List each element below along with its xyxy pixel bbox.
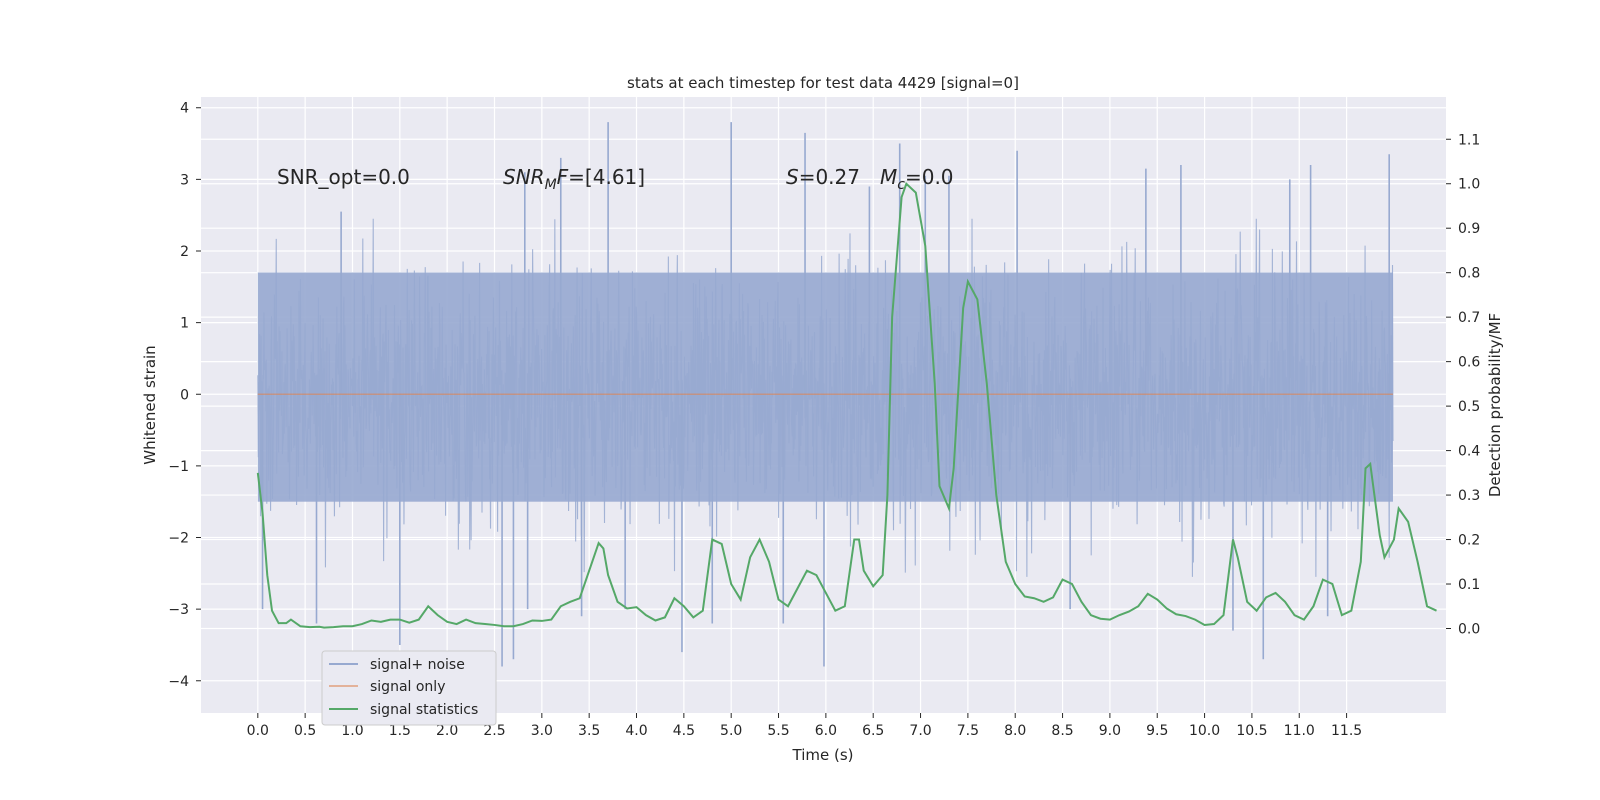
- x-tick-label: 2.0: [436, 723, 458, 739]
- x-tick-label: 9.5: [1146, 723, 1168, 739]
- x-tick-label: 0.0: [247, 723, 269, 739]
- x-tick-label: 5.5: [767, 723, 789, 739]
- x-tick-label: 10.0: [1189, 723, 1220, 739]
- y2-tick-label: 0.1: [1458, 577, 1480, 593]
- y-tick-label: 3: [180, 172, 189, 188]
- x-tick-label: 8.5: [1051, 723, 1073, 739]
- annotation-mc: Mc=0.0: [880, 165, 954, 193]
- x-tick-label: 0.5: [294, 723, 316, 739]
- x-tick-label: 4.5: [673, 723, 695, 739]
- y2-tick-label: 0.5: [1458, 399, 1480, 415]
- annotation-snr-mf-symbol: SNR: [503, 165, 545, 189]
- y-tick-label: 2: [180, 244, 189, 260]
- y2-tick-label: 0.0: [1458, 621, 1480, 637]
- annotation-snr-mf-f: F: [557, 165, 569, 189]
- annotation-mc-symbol: M: [880, 165, 897, 189]
- chart-title: stats at each timestep for test data 442…: [627, 74, 1019, 92]
- legend-label-signal-noise: signal+ noise: [370, 657, 465, 673]
- y-tick-label: 4: [180, 101, 189, 117]
- y2-tick-label: 0.4: [1458, 444, 1480, 460]
- annotation-mc-value: =0.0: [905, 165, 954, 189]
- y2-tick-label: 0.3: [1458, 488, 1480, 504]
- y2-tick-label: 1.1: [1458, 132, 1480, 148]
- x-tick-label: 7.5: [957, 723, 979, 739]
- y2-tick-label: 0.7: [1458, 310, 1480, 326]
- x-tick-label: 11.5: [1331, 723, 1362, 739]
- annotation-snr-mf-subscript: M: [545, 177, 557, 193]
- y-tick-label: −2: [168, 531, 189, 547]
- x-tick-label: 3.5: [578, 723, 600, 739]
- x-tick-label: 11.0: [1284, 723, 1315, 739]
- y2-tick-label: 0.9: [1458, 221, 1480, 237]
- x-tick-label: 6.5: [862, 723, 884, 739]
- y2-axis-label: Detection probability/MF: [1486, 313, 1504, 497]
- x-tick-label: 2.5: [483, 723, 505, 739]
- legend: signal+ noise signal only signal statist…: [321, 650, 497, 726]
- x-tick-label: 3.0: [531, 723, 553, 739]
- y-tick-label: 1: [180, 316, 189, 332]
- x-tick-label: 8.0: [1004, 723, 1026, 739]
- x-tick-label: 6.0: [815, 723, 837, 739]
- y2-tick-label: 0.2: [1458, 533, 1480, 549]
- data-layer: [256, 122, 1437, 667]
- y2-tick-label: 0.8: [1458, 266, 1480, 282]
- annotation-s: S=0.27: [786, 165, 860, 189]
- y2-tick-label: 1.0: [1458, 177, 1480, 193]
- annotation-s-symbol: S: [786, 165, 799, 189]
- legend-box: [321, 650, 497, 726]
- x-tick-label: 1.0: [341, 723, 363, 739]
- y2-tick-label: 0.6: [1458, 355, 1480, 371]
- x-tick-label: 1.5: [389, 723, 411, 739]
- series-signal-statistics: [256, 181, 1437, 629]
- tick-layer: 0.0 0.5 1.0 1.5 2.0 2.5 3.0 3.5 4.0 4.5 5.0 5.5 6.0 6…: [168, 101, 1480, 739]
- series-signal-noise-band: [257, 272, 1393, 502]
- annotation-mc-subscript: c: [897, 177, 905, 193]
- legend-label-signal-only: signal only: [370, 679, 445, 695]
- x-tick-label: 9.0: [1099, 723, 1121, 739]
- annotation-snr-mf-value: =[4.61]: [568, 165, 645, 189]
- x-tick-label: 4.0: [625, 723, 647, 739]
- annotation-s-value: =0.27: [799, 165, 860, 189]
- x-tick-label: 7.0: [909, 723, 931, 739]
- y-tick-label: −1: [168, 459, 189, 475]
- y-tick-label: 0: [180, 387, 189, 403]
- y-axis-label: Whitened strain: [141, 345, 159, 464]
- legend-label-signal-statistics: signal statistics: [370, 702, 478, 718]
- x-axis-label: Time (s): [792, 746, 854, 764]
- y-tick-label: −4: [168, 674, 189, 690]
- annotation-snr-mf: SNRMF=[4.61]: [503, 165, 645, 193]
- x-tick-label: 10.5: [1236, 723, 1267, 739]
- x-tick-label: 5.0: [720, 723, 742, 739]
- annotation-snr-opt: SNR_opt=0.0: [277, 165, 410, 189]
- y-tick-label: −3: [168, 602, 189, 618]
